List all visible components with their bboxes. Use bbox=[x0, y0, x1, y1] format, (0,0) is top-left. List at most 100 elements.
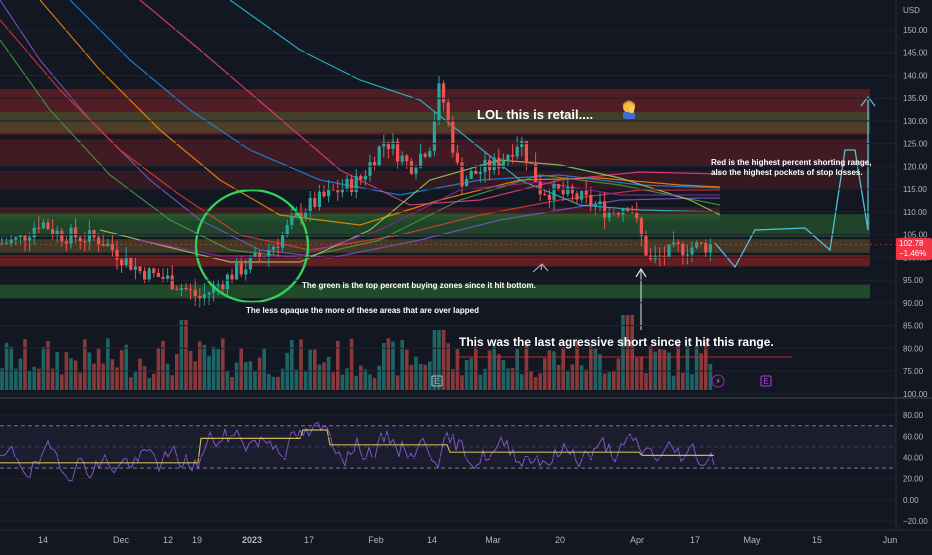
dividend-marker[interactable]: ⚡ bbox=[715, 377, 721, 386]
volume-bar bbox=[570, 364, 575, 390]
short-zone-band bbox=[0, 89, 870, 124]
short-zone-band bbox=[0, 170, 870, 190]
volume-bar bbox=[326, 356, 331, 390]
last-short-annotation[interactable]: This was the last agressive short since … bbox=[459, 335, 774, 349]
drawings-layer: E E ⚡ bbox=[0, 95, 896, 388]
candle-body bbox=[166, 275, 170, 279]
volume-bar bbox=[363, 369, 368, 390]
volume-bar bbox=[37, 368, 41, 390]
volume-bar bbox=[451, 369, 455, 390]
retail-annotation[interactable]: LOL this is retail.... bbox=[477, 107, 594, 122]
earnings-marker-box[interactable] bbox=[760, 375, 772, 387]
volume-bar bbox=[322, 362, 326, 390]
price-tick-label: 80.00 bbox=[903, 344, 924, 353]
volume-bar bbox=[708, 363, 713, 390]
time-tick-label: Mar bbox=[485, 535, 501, 545]
candle-body bbox=[557, 184, 561, 190]
volume-bar bbox=[267, 373, 271, 390]
price-tick-label: 110.00 bbox=[903, 208, 927, 217]
dividend-marker-ring[interactable] bbox=[711, 374, 725, 388]
price-tick-label: 115.00 bbox=[903, 185, 927, 194]
volume-bar bbox=[566, 370, 570, 390]
candle-body bbox=[179, 288, 183, 290]
red-zone-annotation-line1[interactable]: Red is the highest percent shorting rang… bbox=[711, 158, 872, 167]
time-tick-label: Feb bbox=[368, 535, 384, 545]
volume-bar bbox=[515, 349, 519, 390]
candle-body bbox=[322, 191, 326, 197]
candle-body bbox=[304, 212, 308, 218]
rsi-tick-label: 60.00 bbox=[903, 432, 924, 441]
volume-bar bbox=[478, 374, 483, 390]
moving-average-line bbox=[139, 181, 720, 257]
volume-bar bbox=[331, 372, 335, 390]
rsi-tick-label: 0.00 bbox=[903, 496, 919, 505]
volume-bar bbox=[193, 361, 197, 390]
price-tick-label: 125.00 bbox=[903, 140, 928, 149]
candle-body bbox=[51, 229, 55, 235]
volume-bar bbox=[147, 377, 151, 390]
candle-body bbox=[570, 186, 574, 194]
candle-body bbox=[133, 266, 137, 270]
candle-body bbox=[336, 190, 340, 193]
candle-body bbox=[110, 243, 114, 250]
earnings-marker[interactable]: E bbox=[434, 377, 439, 386]
candle-body bbox=[423, 153, 427, 157]
candle-body bbox=[501, 160, 505, 169]
volume-bar bbox=[524, 343, 529, 390]
volume-bar bbox=[152, 373, 156, 390]
time-tick-label: 17 bbox=[690, 535, 700, 545]
opacity-annotation[interactable]: The less opaque the more of these areas … bbox=[246, 306, 479, 315]
candle-body bbox=[543, 194, 547, 196]
moving-average-line bbox=[0, 39, 721, 259]
highlight-circle[interactable] bbox=[194, 188, 310, 304]
volume-bar bbox=[487, 350, 492, 390]
time-tick-label: Jun bbox=[883, 535, 898, 545]
volume-bar bbox=[690, 374, 694, 390]
candle-body bbox=[83, 241, 87, 243]
volume-bar bbox=[211, 346, 216, 390]
volume-bar bbox=[561, 347, 565, 390]
candle-body bbox=[561, 189, 565, 195]
price-tick-label: 130.00 bbox=[903, 117, 928, 126]
price-tick-label: 75.00 bbox=[903, 367, 924, 376]
candle-body bbox=[221, 284, 225, 290]
volume-bar bbox=[133, 372, 138, 390]
time-tick-label: 17 bbox=[304, 535, 314, 545]
candle-body bbox=[23, 235, 27, 241]
price-tick-label: 85.00 bbox=[903, 322, 924, 331]
candle-body bbox=[78, 237, 82, 242]
candle-body bbox=[363, 175, 367, 180]
candle-body bbox=[230, 274, 234, 280]
price-tick-label: 140.00 bbox=[903, 71, 928, 80]
red-zone-annotation-line2[interactable]: also the highest pockets of stop losses. bbox=[711, 168, 863, 177]
volume-bar bbox=[336, 341, 340, 390]
volume-bar bbox=[184, 320, 188, 390]
projection-arrowhead bbox=[860, 95, 876, 107]
volume-bar bbox=[377, 365, 381, 390]
volume-bar bbox=[593, 347, 598, 390]
earnings-marker-box[interactable] bbox=[431, 375, 443, 387]
earnings-marker[interactable]: E bbox=[763, 377, 768, 386]
volume-bar bbox=[382, 343, 386, 390]
volume-bar bbox=[598, 354, 602, 390]
volume-bar bbox=[234, 362, 239, 390]
candle-body bbox=[350, 178, 354, 193]
candle-body bbox=[327, 188, 331, 197]
time-tick-label: 14 bbox=[38, 535, 48, 545]
volume-bar bbox=[625, 315, 630, 390]
moving-average-line bbox=[229, 0, 721, 213]
candle-body bbox=[460, 162, 464, 187]
candle-body bbox=[593, 204, 597, 206]
candle-body bbox=[465, 178, 469, 187]
time-tick-label: Dec bbox=[113, 535, 130, 545]
candle-body bbox=[419, 153, 423, 168]
candle-body bbox=[658, 255, 662, 257]
green-zone-annotation[interactable]: The green is the top percent buying zone… bbox=[302, 281, 536, 290]
candle-body bbox=[524, 141, 528, 162]
candle-body bbox=[5, 243, 9, 245]
volume-bar bbox=[106, 338, 110, 390]
projection-path[interactable] bbox=[714, 100, 869, 269]
candle-body bbox=[276, 246, 280, 248]
